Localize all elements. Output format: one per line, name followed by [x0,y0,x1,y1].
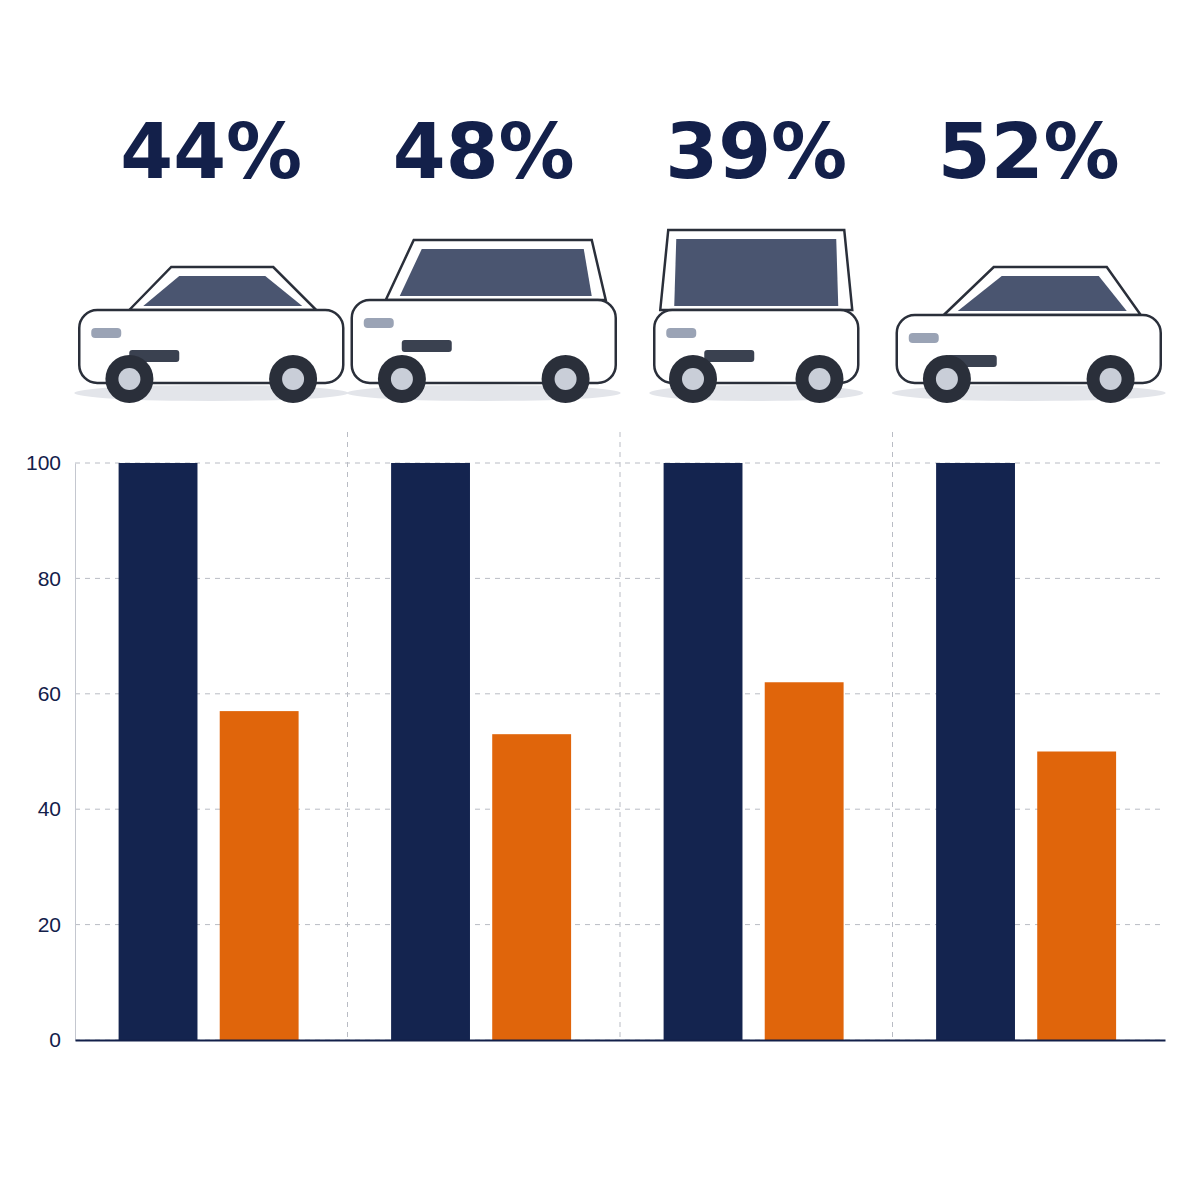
axis-line [76,1040,1166,1042]
car-light [364,318,394,328]
car-grille [402,340,452,352]
car-wheel [105,355,153,403]
car-hub [555,368,577,390]
car-cabin [129,267,316,310]
group-separator [620,432,621,1040]
bars [119,463,1117,1040]
car-wheel [269,355,317,403]
car-hub [1100,368,1122,390]
car-wheel [923,355,971,403]
car-hub [391,368,413,390]
y-axis: 0 20 40 60 80 100 [26,451,76,1051]
bar [220,711,299,1040]
annotation: 44% [120,107,302,196]
bar [936,463,1015,1040]
bar [391,463,470,1040]
car-hub [282,368,304,390]
tick: 80 [38,567,75,590]
car-wheel [669,355,717,403]
car-hub [936,368,958,390]
car-light [909,333,939,343]
car-window [143,276,302,306]
car-wheel [378,355,426,403]
group-separator [892,432,893,1040]
tick: 0 [49,1028,75,1051]
car-grille [704,350,754,362]
bar [664,463,743,1040]
car-wheel [1087,355,1135,403]
car-cabin [944,267,1141,315]
tick-label: 80 [38,567,61,590]
car-hub [682,368,704,390]
group-separator [347,432,348,1040]
bar [1037,752,1116,1041]
car-light [91,328,121,338]
tick: 60 [38,682,75,705]
bar [765,682,844,1040]
car-icon [74,267,348,403]
car-window [958,276,1127,311]
annotation: 39% [665,107,847,196]
car-window [674,239,838,306]
car-hub [808,368,830,390]
car-icon [892,267,1166,403]
car-wheel [542,355,590,403]
grid [75,432,1165,1040]
car-hub [118,368,140,390]
annotation: 52% [938,107,1120,196]
car-light [666,328,696,338]
tick: 20 [38,913,75,936]
car-icon [649,230,863,403]
bar [119,463,198,1040]
car-wheel [795,355,843,403]
tick-label: 20 [38,913,61,936]
tick-label: 40 [38,797,61,820]
annotations: 44% 48% 39% 52% [120,107,1119,196]
car-cabin [386,240,606,300]
chart: 0 20 40 60 80 100 44% 48% 39% 52% [0,0,1200,1200]
tick-label: 60 [38,682,61,705]
tick: 100 [26,451,75,474]
grid-line [75,1040,1165,1041]
axis-line [75,464,76,1041]
tick-label: 0 [49,1028,61,1051]
car-icons [74,230,1166,403]
annotation: 48% [393,107,575,196]
car-icon [347,240,621,403]
tick-label: 100 [26,451,61,474]
x-axis [76,1040,1166,1042]
car-window [400,249,592,296]
car-cabin [660,230,852,310]
tick: 40 [38,797,75,820]
bar [492,734,571,1040]
